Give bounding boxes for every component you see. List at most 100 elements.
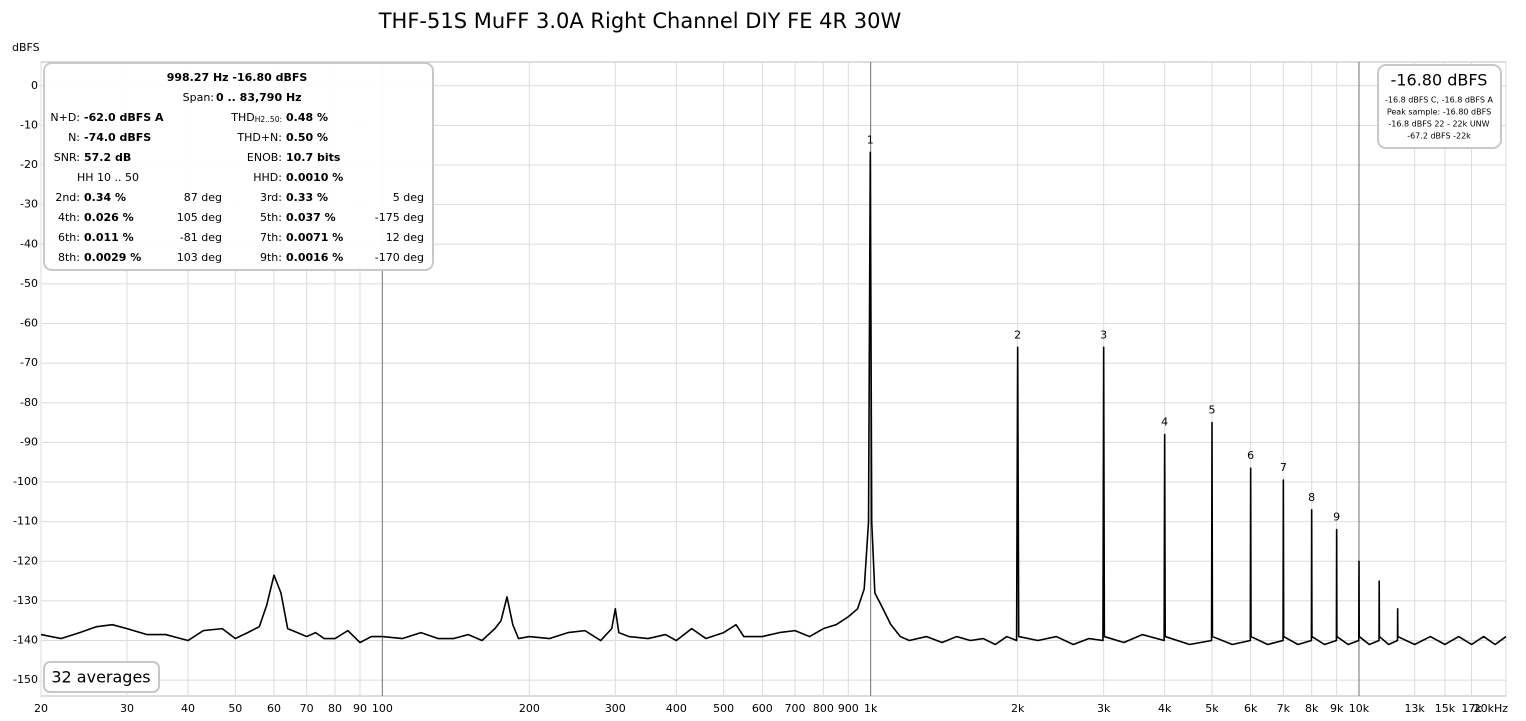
harmonic-label: 8th: (58, 251, 80, 264)
level-value: -16.80 dBFS (1391, 71, 1488, 90)
level-detail: Peak sample: -16.80 dBFS (1387, 108, 1491, 117)
overlay: 32 averages -16.80 dBFS 998.27 Hz -16.80… (43, 62, 1502, 693)
harmonic-phase: -170 deg (375, 251, 424, 264)
harmonic-value: 0.0071 % (286, 231, 343, 244)
x-tick-label: 10k (1349, 702, 1370, 715)
x-tick-label: 4k (1158, 702, 1172, 715)
harmonic-phase: 103 deg (177, 251, 222, 264)
metric-label: N+D: (50, 111, 80, 124)
info-panel (43, 62, 434, 271)
y-tick-label: 0 (31, 79, 38, 92)
x-tick-label: 300 (605, 702, 626, 715)
x-tick-label: 80 (328, 702, 342, 715)
peak-label: 3 (1100, 328, 1107, 341)
x-tick-label: 13k (1404, 702, 1425, 715)
x-tick-label: 40 (181, 702, 195, 715)
x-tick-label: 400 (666, 702, 687, 715)
x-tick-label: 30 (120, 702, 134, 715)
y-tick-label: -120 (13, 554, 38, 567)
x-tick-label: 20 (34, 702, 48, 715)
hh-range: HH 10 .. 50 (77, 171, 139, 184)
harmonic-phase: 5 deg (393, 191, 424, 204)
span-value: 0 .. 83,790 Hz (216, 91, 302, 104)
x-tick-label: 5k (1205, 702, 1219, 715)
peak-label: 6 (1247, 449, 1254, 462)
level-detail: -16.8 dBFS 22 - 22k UNW (1388, 120, 1489, 129)
harmonic-label: 5th: (260, 211, 282, 224)
harmonic-label: 3rd: (260, 191, 282, 204)
metric-value: 0.48 % (286, 111, 328, 124)
level-detail: -16.8 dBFS C, -16.8 dBFS A (1385, 96, 1493, 105)
y-tick-label: -90 (20, 435, 38, 448)
harmonic-value: 0.0029 % (84, 251, 141, 264)
peak-label: 9 (1333, 511, 1340, 524)
metric-value: 10.7 bits (286, 151, 341, 164)
y-tick-label: -40 (20, 237, 38, 250)
x-tick-label: 20kHz (1474, 702, 1509, 715)
averages: 32 averages (51, 668, 150, 687)
x-tick-label: 15k (1435, 702, 1456, 715)
chart-title: THF-51S MuFF 3.0A Right Channel DIY FE 4… (378, 9, 902, 33)
y-tick-label: -130 (13, 594, 38, 607)
harmonic-phase: -175 deg (375, 211, 424, 224)
harmonic-value: 0.33 % (286, 191, 328, 204)
frequency-level: 998.27 Hz -16.80 dBFS (167, 71, 308, 84)
x-tick-label: 700 (785, 702, 806, 715)
harmonic-phase: -81 deg (180, 231, 222, 244)
x-tick-label: 60 (267, 702, 281, 715)
metric-value: -74.0 dBFS (84, 131, 151, 144)
harmonic-phase: 105 deg (177, 211, 222, 224)
x-tick-label: 500 (713, 702, 734, 715)
x-tick-label: 6k (1244, 702, 1258, 715)
peak-label: 7 (1280, 461, 1287, 474)
x-tick-label: 9k (1330, 702, 1344, 715)
x-tick-label: 200 (519, 702, 540, 715)
peak-label: 5 (1208, 404, 1215, 417)
x-tick-label: 70 (300, 702, 314, 715)
metric-value: 0.50 % (286, 131, 328, 144)
harmonic-label: 2nd: (55, 191, 80, 204)
y-tick-label: -30 (20, 198, 38, 211)
x-tick-label: 2k (1011, 702, 1025, 715)
x-tick-label: 600 (752, 702, 773, 715)
harmonic-phase: 87 deg (184, 191, 222, 204)
x-tick-label: 50 (228, 702, 242, 715)
x-tick-label: 8k (1305, 702, 1319, 715)
harmonic-phase: 12 deg (386, 231, 424, 244)
y-tick-label: -20 (20, 158, 38, 171)
level-detail: -67.2 dBFS -22k (1407, 132, 1471, 141)
harmonic-label: 7th: (260, 231, 282, 244)
metric-label: THD (230, 111, 254, 124)
y-tick-label: -80 (20, 396, 38, 409)
y-tick-label: -100 (13, 475, 38, 488)
y-tick-label: -10 (20, 118, 38, 131)
harmonic-value: 0.011 % (84, 231, 134, 244)
harmonic-value: 0.0016 % (286, 251, 343, 264)
harmonic-label: 6th: (58, 231, 80, 244)
y-tick-label: -140 (13, 634, 38, 647)
y-axis-label: dBFS (12, 41, 40, 54)
peak-label: 1 (867, 133, 874, 146)
harmonic-value: 0.037 % (286, 211, 336, 224)
x-tick-label: 100 (372, 702, 393, 715)
y-tick-label: -60 (20, 317, 38, 330)
harmonic-label: 9th: (260, 251, 282, 264)
harmonic-label: 4th: (58, 211, 80, 224)
metric-label: N: (68, 131, 80, 144)
metric-value: 57.2 dB (84, 151, 131, 164)
spectrum-line (40, 151, 1507, 646)
x-tick-label: 3k (1097, 702, 1111, 715)
y-tick-label: -110 (13, 515, 38, 528)
y-tick-label: -70 (20, 356, 38, 369)
x-tick-label: 7k (1277, 702, 1291, 715)
peak-label: 8 (1308, 491, 1315, 504)
metric-label-sub: H2..50: (255, 115, 282, 124)
level-panel (1377, 64, 1502, 149)
harmonic-value: 0.34 % (84, 191, 126, 204)
metric-label: THD+N: (236, 131, 282, 144)
harmonic-value: 0.026 % (84, 211, 134, 224)
peak-label: 2 (1014, 328, 1021, 341)
hhd-value: 0.0010 % (286, 171, 343, 184)
hhd-label: HHD: (253, 171, 282, 184)
